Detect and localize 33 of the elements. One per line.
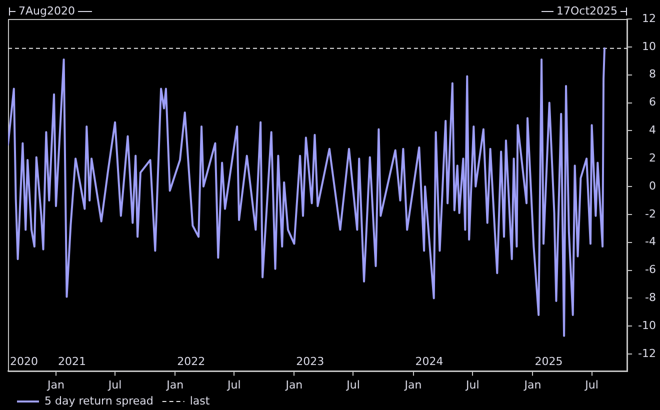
x-tick-label: Jan [46,378,64,392]
x-tick-label: Jul [465,378,480,392]
y-tick-label: 0 [649,179,656,192]
y-tick-label: 6 [649,96,656,109]
annotation: 2020 [10,355,38,368]
x-tick-label: Jul [226,378,241,392]
x-tick-label: Jul [584,378,598,392]
y-tick-label: -2 [645,207,656,220]
text: 7Aug2020 [18,4,75,18]
annotation: 2024 [415,355,444,368]
annotation: 2021 [58,355,86,368]
x-tick-label: Jan [404,378,422,392]
y-tick-label: 2 [649,151,656,164]
text: 17Oct2025 [556,4,618,18]
annotation: 2023 [296,355,324,368]
x-tick-label: Jan [523,378,542,392]
legend-label: 5 day return spread [44,394,154,408]
y-tick-label: -10 [638,318,656,332]
y-tick-label: -4 [645,235,656,248]
y-tick-label: -8 [645,291,656,304]
y-tick-label: -12 [638,346,656,360]
y-tick-label: 4 [649,124,656,137]
x-tick-label: Jul [346,378,360,392]
x-tick-label: Jan [166,378,184,392]
y-tick-label: -6 [645,263,656,276]
annotation: 2022 [177,355,206,368]
y-tick-label: 10 [642,40,656,53]
x-tick-label: Jan [284,378,303,392]
annotation: 2025 [534,355,563,368]
legend-label: last [190,394,210,408]
y-tick-label: 8 [649,68,656,81]
y-tick-label: 12 [642,12,656,25]
x-tick-label: Jul [107,378,122,392]
